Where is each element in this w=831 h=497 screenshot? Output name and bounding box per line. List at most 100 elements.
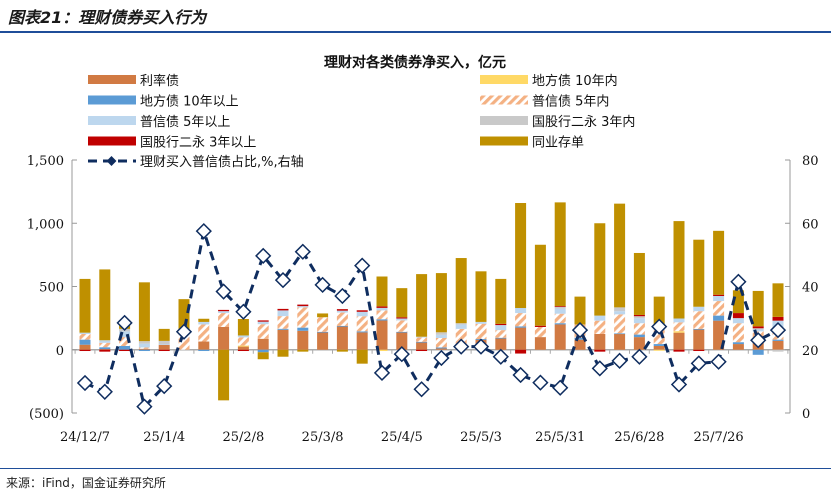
line-marker [255, 247, 272, 264]
bar-3-15 [376, 310, 388, 320]
bar-5-4 [158, 340, 170, 345]
line-marker [76, 374, 94, 392]
bar-4-4 [158, 344, 170, 345]
chart-title: 理财对各类债券净买入，亿元 [324, 54, 506, 71]
bar-0-28 [633, 337, 645, 350]
legend-swatch [88, 75, 136, 84]
bar-7-22 [515, 203, 527, 309]
bar-6-10 [277, 308, 289, 311]
bar-7-35 [772, 283, 784, 317]
bar-6-1 [99, 349, 111, 352]
bar-3-13 [336, 312, 348, 326]
bar-6-11 [297, 304, 309, 307]
line-marker [750, 332, 767, 349]
bar-3-3 [138, 347, 150, 349]
bar-7-3 [138, 282, 150, 342]
bar-5-24 [554, 306, 566, 309]
bar-7-23 [534, 244, 546, 326]
bar-3-9 [257, 324, 269, 339]
bar-0-14 [356, 332, 368, 350]
bar-2-24 [554, 323, 566, 325]
bar-2-34 [752, 349, 764, 355]
bar-5-28 [633, 316, 645, 319]
bar-0-21 [495, 338, 507, 350]
bar-0-22 [515, 327, 527, 350]
bar-2-12 [317, 331, 329, 333]
bar-4-3 [138, 343, 150, 348]
bar-3-21 [495, 330, 507, 338]
legend-label: 国股行二永 3年以上 [140, 136, 256, 151]
bar-2-35 [772, 339, 784, 341]
bar-0-1 [99, 349, 111, 350]
bar-2-17 [416, 341, 428, 343]
bar-7-17 [416, 274, 428, 337]
left-tick-label: 1,000 [27, 217, 64, 232]
line-marker [235, 303, 252, 320]
bar-2-3 [138, 349, 150, 352]
bar-3-31 [693, 311, 705, 329]
bar-0-10 [277, 329, 289, 350]
legend-swatch [480, 95, 528, 105]
bar-4-18 [435, 334, 447, 338]
bar-4-34 [752, 329, 764, 332]
bar-6-16 [396, 317, 408, 319]
bar-6-28 [633, 314, 645, 317]
line-marker [354, 257, 371, 274]
bar-2-11 [297, 327, 309, 331]
bar-4-11 [297, 306, 309, 308]
line-marker [591, 360, 608, 377]
bar-5-3 [138, 341, 150, 344]
line-marker [492, 348, 509, 365]
legend-label: 普信债 5年以上 [140, 115, 230, 130]
x-tick-label: 25/4/5 [381, 430, 423, 445]
source-note: 来源：iFind，国金证券研究所 [6, 476, 166, 490]
bar-7-8 [237, 319, 249, 336]
bar-2-10 [277, 328, 289, 330]
bar-1-8 [237, 345, 249, 347]
bar-0-32 [713, 320, 725, 350]
bar-3-20 [475, 323, 487, 339]
bar-4-24 [554, 308, 566, 314]
legend-label: 同业存单 [532, 136, 584, 151]
bar-7-6 [198, 318, 210, 322]
bar-4-19 [455, 324, 467, 329]
legend-swatch [88, 116, 136, 125]
bar-3-14 [356, 316, 368, 332]
bar-6-2 [119, 349, 131, 352]
bar-4-28 [633, 318, 645, 324]
bar-3-32 [713, 301, 725, 316]
bar-7-26 [594, 223, 606, 316]
bar-7-12 [317, 313, 329, 318]
line-marker [710, 353, 727, 370]
bar-6-33 [732, 313, 744, 319]
bar-0-18 [435, 348, 447, 350]
bar-3-7 [218, 313, 230, 327]
line-marker [670, 376, 688, 393]
bar-3-23 [534, 326, 546, 338]
bar-7-32 [713, 230, 725, 295]
bar-6-32 [713, 294, 725, 296]
footer-divider [0, 468, 831, 469]
bar-0-23 [534, 337, 546, 350]
bar-6-23 [534, 325, 546, 327]
bar-0-6 [198, 341, 210, 350]
legend-label: 国股行二永 3年内 [532, 114, 635, 130]
bar-3-16 [396, 320, 408, 332]
bar-0-7 [218, 326, 230, 350]
line-marker [690, 355, 707, 372]
bar-3-10 [277, 316, 289, 329]
bar-0-33 [732, 344, 744, 350]
bar-3-28 [633, 323, 645, 335]
x-tick-label: 25/5/3 [460, 430, 502, 445]
bar-4-16 [396, 318, 408, 321]
bar-3-2 [119, 337, 131, 346]
bar-0-27 [614, 333, 626, 350]
legend-label: 地方债 10年以上 [140, 94, 239, 110]
bar-5-34 [752, 328, 764, 330]
bar-3-8 [237, 337, 249, 346]
bar-3-11 [297, 307, 309, 328]
bar-6-0 [79, 349, 91, 352]
bar-2-22 [515, 326, 527, 328]
bar-7-13 [336, 349, 348, 352]
